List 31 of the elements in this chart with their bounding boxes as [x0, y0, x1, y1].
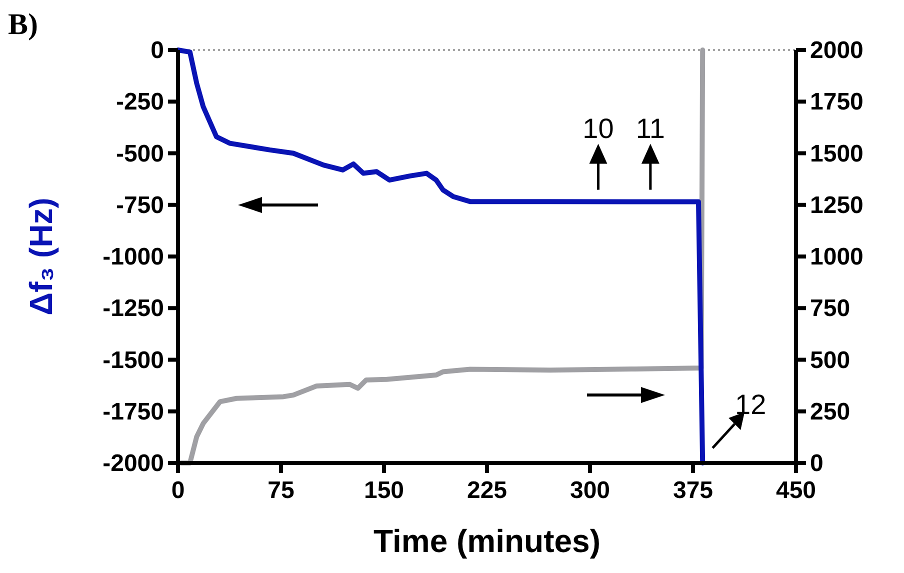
y2-tick-label: 1000: [810, 244, 864, 270]
y2-tick-label: 750: [810, 295, 850, 322]
y-axis-title: Δf₃ (Hz): [23, 198, 59, 316]
x-tick-label: 75: [268, 477, 294, 504]
y2-tick-label: 250: [810, 398, 850, 426]
y-tick-label: -750: [116, 192, 164, 219]
y2-tick-label: 2000: [810, 37, 864, 64]
y2-tick-label: 1250: [810, 192, 864, 219]
x-tick-label: 225: [466, 477, 508, 504]
y-tick-label: -500: [116, 140, 164, 168]
chart-title: B): [8, 8, 38, 41]
annotation: 12: [735, 389, 766, 420]
annotation: 10: [582, 112, 614, 144]
annotation: 11: [636, 112, 665, 144]
y-tick-label: -1500: [102, 346, 164, 374]
x-tick-label: 300: [570, 477, 610, 504]
y2-tick-label: 1500: [810, 140, 864, 168]
x-axis-title: Time (minutes): [374, 523, 600, 559]
y2-tick-label: 1750: [810, 88, 864, 116]
y-tick-label: -2000: [102, 450, 164, 477]
y-tick-label: -250: [116, 88, 164, 116]
x-tick-label: 450: [776, 477, 816, 504]
y2-tick-label: 0: [810, 450, 824, 477]
x-tick-label: 0: [171, 477, 185, 504]
y2-tick-label: 500: [810, 346, 850, 374]
x-tick-label: 150: [364, 477, 404, 504]
y-tick-label: -1750: [102, 398, 164, 426]
y-tick-label: -1250: [102, 295, 164, 322]
x-tick-label: 375: [672, 477, 714, 504]
y-tick-label: 0: [150, 37, 164, 64]
y-tick-label: -1000: [102, 244, 164, 270]
